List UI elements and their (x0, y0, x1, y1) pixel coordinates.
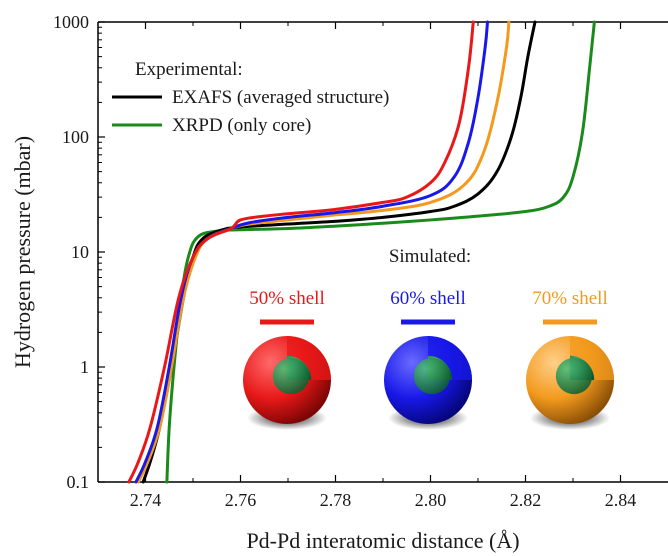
simulated-panel: Simulated: 50% shell 60% shell 70% shell (243, 246, 614, 430)
y-tick-label: 10 (71, 242, 89, 262)
legend: Experimental: EXAFS (averaged structure) X… (112, 59, 389, 136)
series-line-50-shell (127, 20, 475, 484)
x-tick-label: 2.82 (510, 490, 542, 510)
x-axis-label: Pd-Pd interatomic distance (Å) (246, 528, 519, 553)
y-axis-label: Hydrogen pressure (mbar) (10, 136, 35, 368)
y-tick-label: 100 (62, 127, 89, 147)
simulated-label: 70% shell (532, 288, 607, 309)
simulated-label: 50% shell (249, 288, 324, 309)
legend-title: Experimental: (135, 59, 243, 80)
core-sphere (272, 357, 310, 395)
series-line-70-shell (136, 20, 511, 484)
legend-label: EXAFS (averaged structure) (172, 87, 389, 108)
y-tick-label: 1 (80, 357, 89, 377)
core-sphere (555, 357, 593, 395)
core-sphere (413, 357, 451, 395)
y-tick-label: 1000 (53, 12, 89, 32)
legend-label: XRPD (only core) (172, 115, 311, 136)
simulated-label: 60% shell (390, 288, 465, 309)
series-line-60-shell (134, 20, 489, 484)
curves (127, 20, 596, 484)
simulated-title: Simulated: (389, 246, 471, 267)
axes: 2.74 2.76 2.78 2.80 2.82 2.84 0.1 1 10 100 1000 Pd-… (10, 12, 668, 553)
x-tick-label: 2.74 (130, 490, 162, 510)
x-tick-label: 2.84 (605, 490, 637, 510)
x-tick-label: 2.76 (225, 490, 257, 510)
x-tick-label: 2.80 (415, 490, 447, 510)
y-tick-label: 0.1 (67, 472, 90, 492)
x-tick-label: 2.78 (320, 490, 352, 510)
